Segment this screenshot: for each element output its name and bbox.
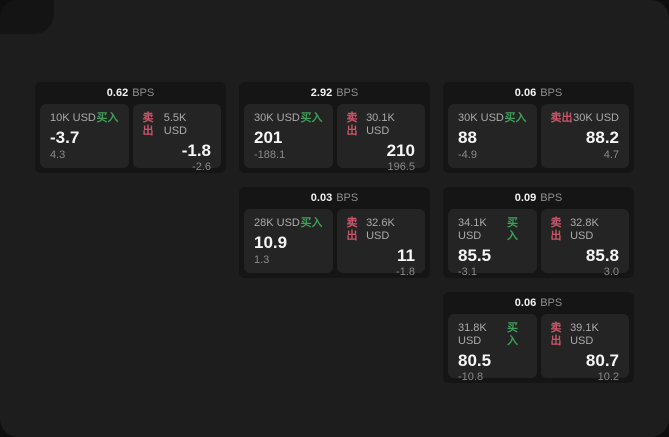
sell-price: 80.7 [585, 351, 619, 370]
bps-value: 0.09 [514, 192, 537, 204]
sell-amount: 32.8K USD [570, 217, 599, 242]
sell-side-label: 卖出 [550, 322, 562, 347]
buy-delta: -3.1 [458, 266, 477, 278]
bps-unit-label: BPS [336, 87, 359, 99]
bps-unit-label: BPS [336, 192, 359, 204]
buy-side-label: 买入 [300, 112, 323, 124]
sell-side-label: 卖出 [550, 112, 573, 124]
sell-delta: 4.7 [603, 149, 619, 161]
card-header: 2.92 BPS [239, 82, 430, 104]
buy-quote-panel[interactable]: 10K USD 买入 -3.7 4.3 [40, 104, 129, 168]
quote-card-3: 0.06 BPS 30K USD 买入 88 -4.9 卖出 30K USD [443, 82, 634, 173]
sell-side-label: 卖出 [550, 217, 562, 242]
bps-value: 0.03 [310, 192, 333, 204]
card-body: 30K USD 买入 88 -4.9 卖出 30K USD 88.2 4.7 [443, 104, 634, 173]
sell-side-label: 卖出 [346, 112, 358, 137]
sell-amount: 30K USD [573, 112, 619, 124]
sell-delta: -2.6 [192, 161, 211, 173]
quote-card-5: 0.09 BPS 34.1K USD 买入 85.5 -3.1 卖出 32.8K… [443, 187, 634, 278]
buy-amount: 28K USD [254, 217, 300, 229]
sell-amount: 32.6K USD [366, 217, 395, 242]
buy-delta: -10.8 [458, 371, 484, 383]
buy-quote-panel[interactable]: 34.1K USD 买入 85.5 -3.1 [448, 209, 537, 278]
buy-delta: -4.9 [458, 149, 477, 161]
sell-delta: -1.8 [396, 266, 415, 278]
sell-amount: 5.5K USD [163, 112, 187, 137]
sell-price: 11 [397, 246, 415, 265]
card-header: 0.03 BPS [239, 187, 430, 209]
card-body: 34.1K USD 买入 85.5 -3.1 卖出 32.8K USD 85.8… [443, 209, 634, 278]
sell-amount: 30.1K USD [366, 112, 395, 137]
sell-quote-panel[interactable]: 卖出 30.1K USD 210 196.5 [336, 104, 425, 173]
sell-quote-panel[interactable]: 卖出 39.1K USD 80.7 10.2 [540, 314, 629, 383]
card-header: 0.06 BPS [443, 82, 634, 104]
buy-amount: 34.1K USD [458, 217, 487, 242]
buy-price: 88 [458, 128, 477, 147]
buy-delta: 4.3 [50, 149, 66, 161]
sell-quote-panel[interactable]: 卖出 32.6K USD 11 -1.8 [336, 209, 425, 278]
sell-quote-panel[interactable]: 卖出 32.8K USD 85.8 3.0 [540, 209, 629, 278]
buy-side-label: 买入 [506, 217, 518, 242]
buy-price: -3.7 [50, 128, 80, 147]
buy-side-label: 买入 [96, 112, 119, 124]
buy-amount: 30K USD [254, 112, 300, 124]
buy-amount: 30K USD [458, 112, 504, 124]
bps-value: 2.92 [310, 87, 333, 99]
quote-cards-grid: 0.62 BPS 10K USD 买入 -3.7 4.3 卖出 5.5K USD [35, 82, 634, 383]
card-header: 0.62 BPS [35, 82, 226, 104]
bps-value: 0.06 [514, 297, 537, 309]
buy-quote-panel[interactable]: 28K USD 买入 10.9 1.3 [244, 209, 333, 273]
corner-notch [0, 0, 54, 34]
sell-price: 85.8 [585, 246, 619, 265]
sell-side-label: 卖出 [142, 112, 154, 137]
quote-card-6: 0.06 BPS 31.8K USD 买入 80.5 -10.8 卖出 39.1… [443, 292, 634, 383]
sell-delta: 10.2 [597, 371, 619, 383]
sell-price: -1.8 [181, 141, 211, 160]
sell-quote-panel[interactable]: 卖出 30K USD 88.2 4.7 [540, 104, 629, 168]
buy-side-label: 买入 [506, 322, 518, 347]
card-body: 28K USD 买入 10.9 1.3 卖出 32.6K USD 11 -1.8 [239, 209, 430, 278]
bps-unit-label: BPS [540, 297, 563, 309]
bps-value: 0.06 [514, 87, 537, 99]
bps-value: 0.62 [106, 87, 129, 99]
quote-card-4: 0.03 BPS 28K USD 买入 10.9 1.3 卖出 32.6K US… [239, 187, 430, 278]
sell-delta: 196.5 [387, 161, 415, 173]
quote-card-2: 2.92 BPS 30K USD 买入 201 -188.1 卖出 30.1K … [239, 82, 430, 173]
card-body: 30K USD 买入 201 -188.1 卖出 30.1K USD 210 1… [239, 104, 430, 173]
buy-side-label: 买入 [504, 112, 527, 124]
buy-price: 201 [254, 128, 283, 147]
sell-price: 88.2 [585, 128, 619, 147]
buy-delta: 1.3 [254, 254, 270, 266]
bps-unit-label: BPS [132, 87, 155, 99]
bps-unit-label: BPS [540, 87, 563, 99]
sell-delta: 3.0 [603, 266, 619, 278]
buy-quote-panel[interactable]: 31.8K USD 买入 80.5 -10.8 [448, 314, 537, 383]
card-header: 0.09 BPS [443, 187, 634, 209]
sell-amount: 39.1K USD [570, 322, 599, 347]
sell-quote-panel[interactable]: 卖出 5.5K USD -1.8 -2.6 [132, 104, 221, 173]
buy-price: 85.5 [458, 246, 492, 265]
buy-delta: -188.1 [254, 149, 286, 161]
bps-unit-label: BPS [540, 192, 563, 204]
buy-quote-panel[interactable]: 30K USD 买入 201 -188.1 [244, 104, 333, 168]
card-body: 31.8K USD 买入 80.5 -10.8 卖出 39.1K USD 80.… [443, 314, 634, 383]
quote-card-1: 0.62 BPS 10K USD 买入 -3.7 4.3 卖出 5.5K USD [35, 82, 226, 173]
sell-side-label: 卖出 [346, 217, 358, 242]
buy-quote-panel[interactable]: 30K USD 买入 88 -4.9 [448, 104, 537, 168]
buy-side-label: 买入 [300, 217, 323, 229]
sell-price: 210 [386, 141, 415, 160]
buy-price: 80.5 [458, 351, 492, 370]
buy-price: 10.9 [254, 233, 288, 252]
card-header: 0.06 BPS [443, 292, 634, 314]
card-body: 10K USD 买入 -3.7 4.3 卖出 5.5K USD -1.8 -2.… [35, 104, 226, 173]
buy-amount: 10K USD [50, 112, 96, 124]
buy-amount: 31.8K USD [458, 322, 487, 347]
